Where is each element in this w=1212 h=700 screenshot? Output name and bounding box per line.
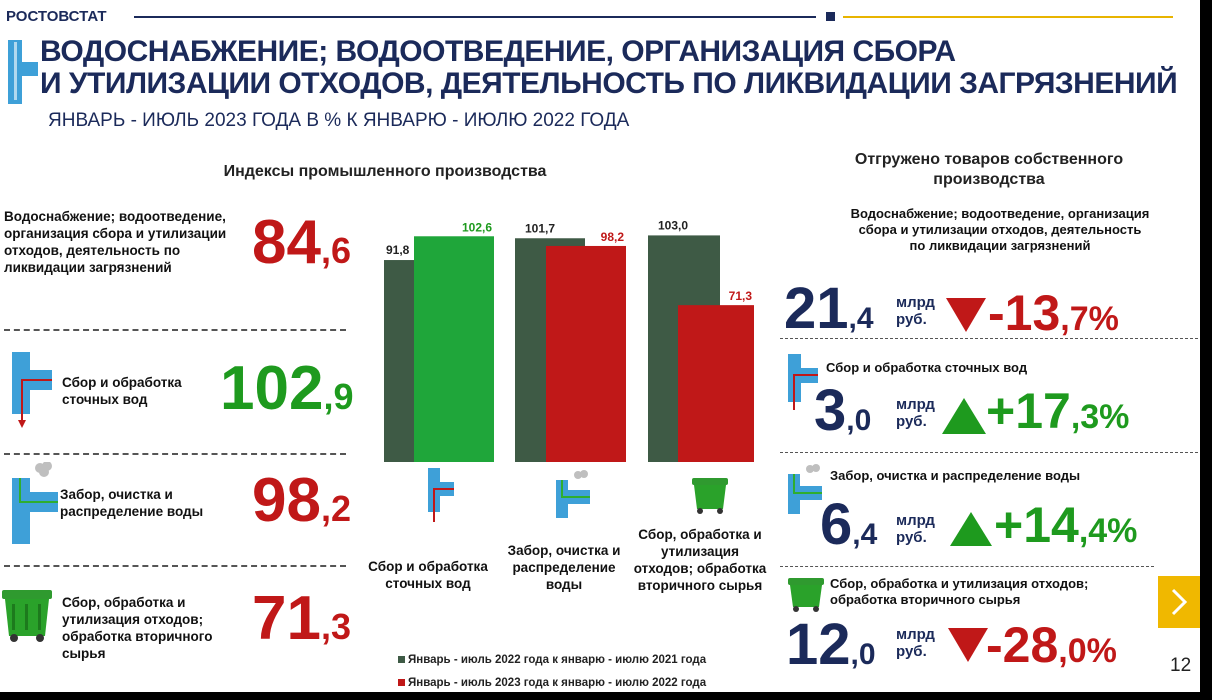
divider — [780, 338, 1198, 339]
bar-2023 — [414, 236, 494, 462]
waste-bin-icon — [788, 578, 824, 612]
wastewater-pipe-icon — [788, 354, 818, 410]
shipped-label-wastewater: Сбор и обработка сточных вод — [826, 360, 1028, 375]
divider — [780, 566, 1154, 567]
header-accent-line — [843, 16, 1173, 18]
waste-bin-icon — [692, 478, 728, 514]
chart-heading: Индексы промышленного производства — [223, 163, 547, 180]
left-value-water: 98,2 — [252, 466, 351, 535]
legend-swatch — [398, 656, 405, 664]
org-name: РОСТОВСТАТ — [6, 8, 107, 25]
wastewater-pipe-icon — [12, 352, 52, 428]
shipped-change-water: +14,4% — [994, 497, 1138, 553]
slide: РОСТОВСТАТ ВОДОСНАБЖЕНИЕ; ВОДООТВЕДЕНИЕ,… — [0, 0, 1200, 692]
header-square — [826, 12, 835, 21]
shipped-change-wastewater: +17,3% — [986, 383, 1130, 439]
up-triangle-icon — [950, 512, 992, 546]
left-label-water: Забор, очистка и распределение воды — [60, 487, 204, 519]
divider — [4, 329, 346, 331]
legend-swatch — [398, 679, 405, 687]
divider — [780, 452, 1198, 453]
chevron-right-icon — [1171, 588, 1188, 616]
page-subtitle: ЯНВАРЬ - ИЮЛЬ 2023 ГОДА В % К ЯНВАРЮ - И… — [48, 110, 630, 131]
legend-item: Январь - июль 2023 года к январю - июлю … — [398, 677, 706, 689]
shipped-label-waste: Сбор, обработка и утилизация отходов; об… — [830, 576, 1089, 607]
shipped-label-total: Водоснабжение; водоотведение, организаци… — [850, 206, 1150, 253]
data-label: 103,0 — [658, 220, 688, 232]
shipped-value-water: 6,4 — [820, 492, 878, 557]
next-slide-button[interactable] — [1158, 576, 1200, 628]
left-label-wastewater: Сбор и обработка сточных вод — [62, 375, 182, 407]
page-number: 12 — [1170, 655, 1192, 676]
left-value-waste: 71,3 — [252, 584, 351, 653]
shipped-value-wastewater: 3,0 — [814, 378, 872, 443]
shipped-heading: Отгружено товаров собственного производс… — [854, 151, 1124, 188]
legend-item: Январь - июль 2022 года к январю - июлю … — [398, 654, 706, 666]
down-triangle-icon — [946, 298, 986, 332]
bar-chart: 91,8 102,6 101,7 98,2 103,0 71,3 — [384, 220, 754, 462]
shipped-value-total: 21,4 — [784, 276, 874, 341]
header-divider — [134, 16, 816, 18]
data-label: 102,6 — [462, 220, 492, 234]
data-label: 91,8 — [386, 243, 410, 257]
down-triangle-icon — [948, 628, 988, 662]
data-label: 71,3 — [729, 289, 753, 303]
water-intake-icon — [556, 470, 590, 518]
unit-label: млрд руб. — [896, 396, 935, 430]
shipped-change-waste: -28,0% — [986, 617, 1117, 673]
unit-label: млрд руб. — [896, 626, 935, 660]
shipped-change-total: -13,7% — [988, 285, 1119, 341]
unit-label: млрд руб. — [896, 512, 935, 546]
water-intake-icon — [12, 462, 58, 544]
left-value-total: 84,6 — [252, 208, 351, 277]
water-intake-icon — [788, 464, 822, 514]
data-label: 98,2 — [601, 230, 625, 244]
bar-2023 — [678, 305, 754, 462]
category-label: Сбор, обработка и утилизация отходов; об… — [633, 527, 767, 593]
page-title: ВОДОСНАБЖЕНИЕ; ВОДООТВЕДЕНИЕ, ОРГАНИЗАЦИ… — [40, 35, 1178, 100]
wastewater-pipe-icon — [428, 468, 454, 522]
bar-2023 — [546, 245, 626, 462]
waste-bin-icon — [2, 590, 52, 642]
category-label: Сбор и обработка сточных вод — [368, 559, 488, 591]
unit-label: млрд руб. — [896, 294, 935, 328]
pipe-icon — [8, 40, 38, 104]
shipped-value-waste: 12,0 — [786, 612, 876, 677]
divider — [4, 453, 346, 455]
left-label-waste: Сбор, обработка и утилизация отходов; об… — [62, 595, 213, 661]
divider — [4, 565, 346, 567]
up-triangle-icon — [942, 398, 986, 434]
data-label: 101,7 — [525, 221, 555, 235]
category-label: Забор, очистка и распределение воды — [507, 543, 621, 592]
left-value-wastewater: 102,9 — [220, 354, 354, 423]
left-label-total: Водоснабжение; водоотведение, организаци… — [4, 209, 227, 275]
shipped-label-water: Забор, очистка и распределение воды — [830, 468, 1081, 483]
